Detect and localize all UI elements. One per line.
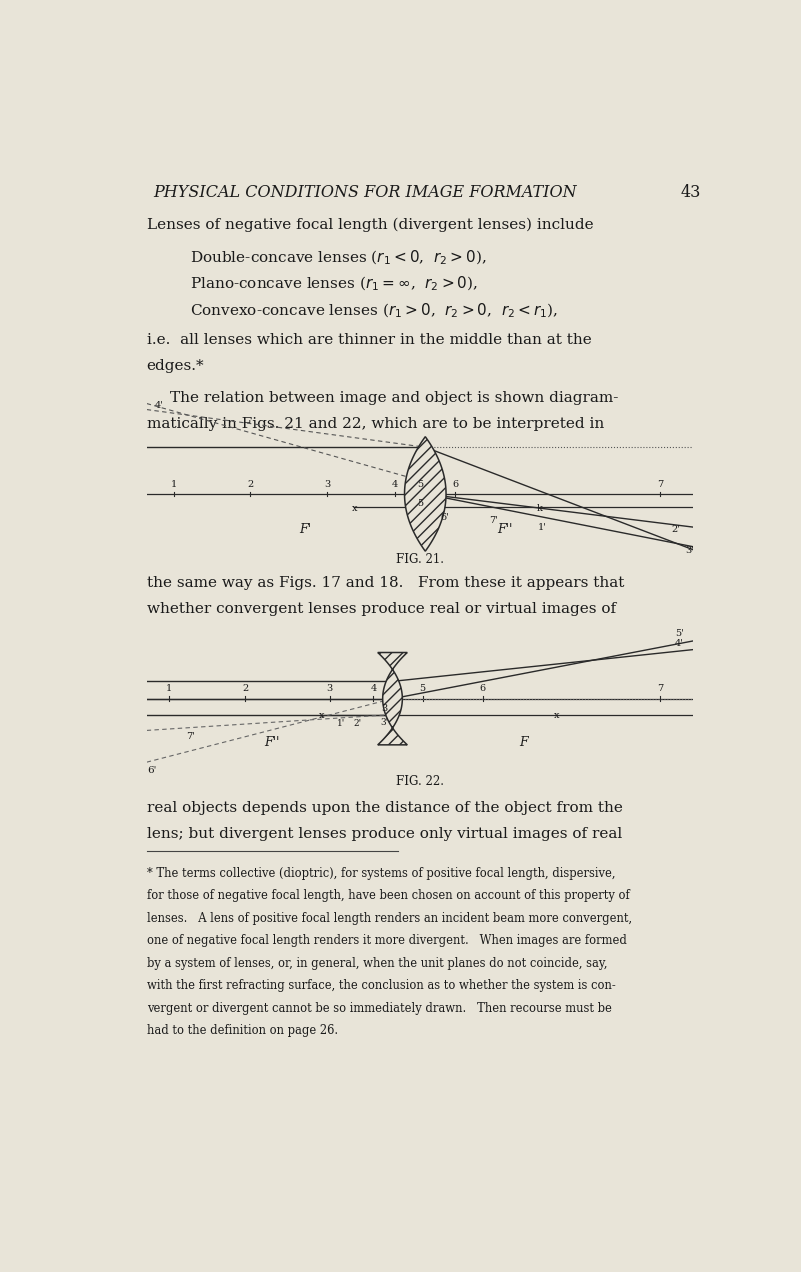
Text: by a system of lenses, or, in general, when the unit planes do not coincide, say: by a system of lenses, or, in general, w… [147,957,607,969]
Text: lens; but divergent lenses produce only virtual images of real: lens; but divergent lenses produce only … [147,828,622,842]
Text: Convexo-concave lenses ($r_1 > 0$,  $r_2 > 0$,  $r_2 < r_1$),: Convexo-concave lenses ($r_1 > 0$, $r_2 … [190,301,558,321]
Text: Lenses of negative focal length (divergent lenses) include: Lenses of negative focal length (diverge… [147,218,594,232]
Text: had to the definition on page 26.: had to the definition on page 26. [147,1024,338,1038]
Text: whether convergent lenses produce real or virtual images of: whether convergent lenses produce real o… [147,602,616,616]
Text: * The terms collective (dioptric), for systems of positive focal length, dispers: * The terms collective (dioptric), for s… [147,866,615,880]
Text: Double-concave lenses ($r_1 < 0$,  $r_2 > 0$),: Double-concave lenses ($r_1 < 0$, $r_2 >… [190,248,487,267]
Text: the same way as Figs. 17 and 18.   From these it appears that: the same way as Figs. 17 and 18. From th… [147,576,624,590]
Text: one of negative focal length renders it more divergent.   When images are formed: one of negative focal length renders it … [147,934,626,948]
Text: edges.*: edges.* [147,359,204,373]
Text: Plano-concave lenses ($r_1 = \infty$,  $r_2 > 0$),: Plano-concave lenses ($r_1 = \infty$, $r… [190,275,478,294]
Text: real objects depends upon the distance of the object from the: real objects depends upon the distance o… [147,801,622,815]
Text: i.e.  all lenses which are thinner in the middle than at the: i.e. all lenses which are thinner in the… [147,333,591,347]
Text: for those of negative focal length, have been chosen on account of this property: for those of negative focal length, have… [147,889,630,902]
Text: PHYSICAL CONDITIONS FOR IMAGE FORMATION: PHYSICAL CONDITIONS FOR IMAGE FORMATION [153,184,577,201]
Text: vergent or divergent cannot be so immediately drawn.   Then recourse must be: vergent or divergent cannot be so immedi… [147,1002,611,1015]
Text: with the first refracting surface, the conclusion as to whether the system is co: with the first refracting surface, the c… [147,979,615,992]
Text: matically in Figs. 21 and 22, which are to be interpreted in: matically in Figs. 21 and 22, which are … [147,417,604,431]
Text: 43: 43 [681,184,701,201]
Text: The relation between image and object is shown diagram-: The relation between image and object is… [171,391,618,404]
Text: lenses.   A lens of positive focal length renders an incident beam more converge: lenses. A lens of positive focal length … [147,912,632,925]
